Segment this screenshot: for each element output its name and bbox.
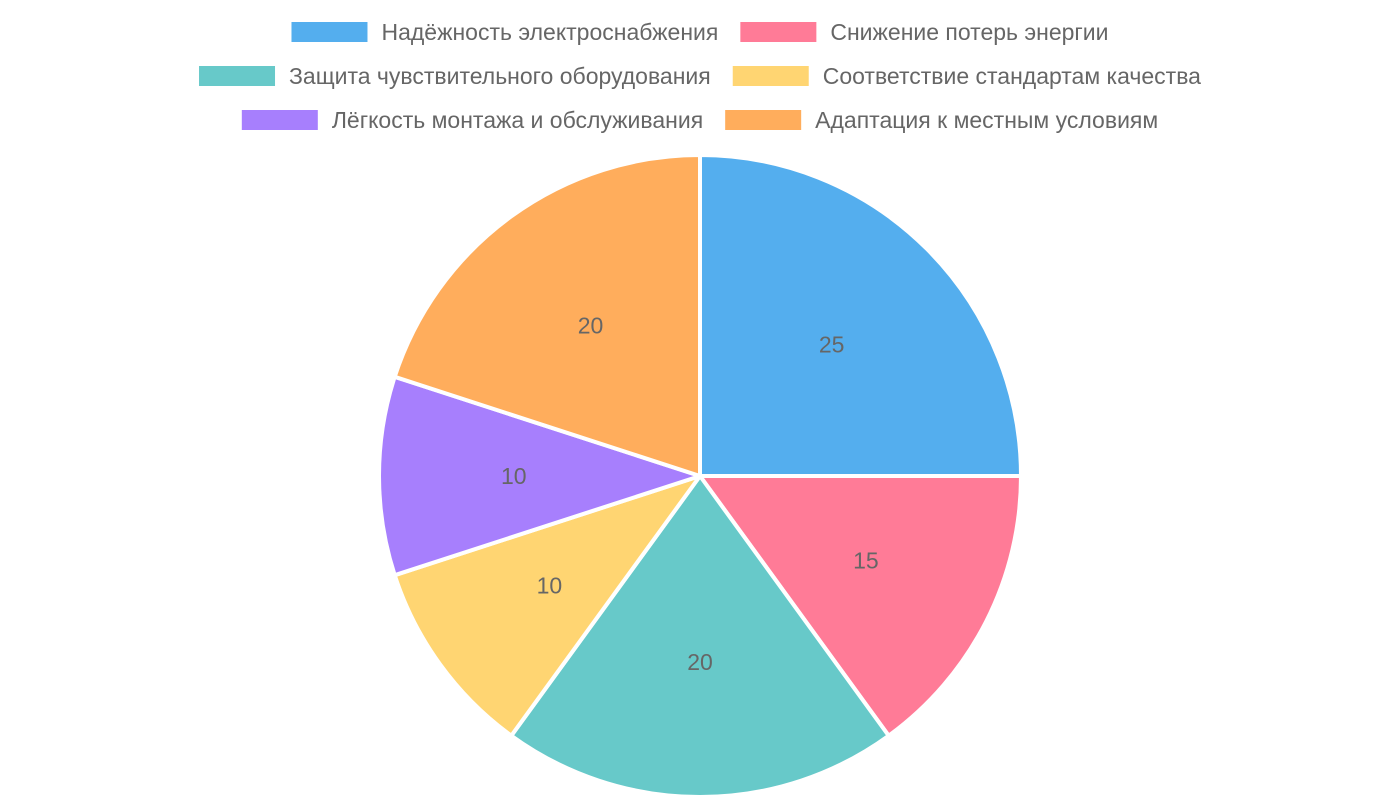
slice-value-label: 15 <box>853 548 879 574</box>
legend-item[interactable]: Защита чувствительного оборудования <box>199 63 711 89</box>
slice-value-label: 10 <box>501 463 527 489</box>
legend-label: Надёжность электроснабжения <box>381 19 718 45</box>
legend: Надёжность электроснабжения Снижение поте… <box>199 19 1201 133</box>
legend-label: Соответствие стандартам качества <box>823 63 1201 89</box>
legend-swatch <box>732 66 809 86</box>
legend-item[interactable]: Надёжность электроснабжения <box>291 19 718 45</box>
legend-swatch <box>241 110 318 130</box>
pie-slice[interactable] <box>698 153 1023 478</box>
pie-slice[interactable] <box>392 474 702 738</box>
legend-item[interactable]: Снижение потерь энергии <box>740 19 1109 45</box>
legend-item[interactable]: Адаптация к местным условиям <box>725 107 1158 133</box>
legend-item[interactable]: Соответствие стандартам качества <box>732 63 1201 89</box>
legend-swatch <box>199 66 276 86</box>
slice-value-label: 25 <box>819 331 845 357</box>
legend-label: Защита чувствительного оборудования <box>289 63 711 89</box>
legend-item[interactable]: Лёгкость монтажа и обслуживания <box>241 107 703 133</box>
pie-slices <box>377 153 1023 799</box>
legend-swatch <box>725 110 802 130</box>
slice-labels: 25 15 20 10 10 20 <box>501 312 879 675</box>
pie-slice[interactable] <box>698 474 1023 738</box>
pie-slice[interactable] <box>509 474 891 799</box>
slice-value-label: 20 <box>687 649 713 675</box>
legend-label: Лёгкость монтажа и обслуживания <box>332 107 703 133</box>
legend-swatch <box>740 22 817 42</box>
legend-swatch <box>291 22 368 42</box>
slice-value-label: 20 <box>578 312 604 338</box>
pie-slice[interactable] <box>377 374 702 578</box>
pie-slice[interactable] <box>392 153 702 478</box>
slice-value-label: 10 <box>537 572 563 598</box>
legend-label: Адаптация к местным условиям <box>815 107 1158 133</box>
legend-label: Снижение потерь энергии <box>830 19 1108 45</box>
